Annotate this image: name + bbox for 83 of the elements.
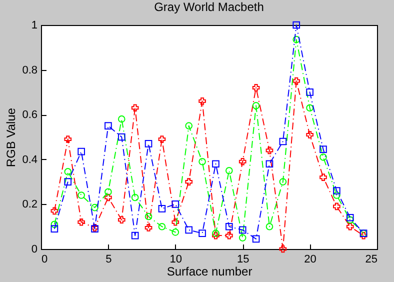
point [306,88,314,96]
point [346,222,354,230]
point [118,133,126,141]
point [185,178,192,186]
chart-title: Gray World Macbeth [154,0,264,14]
point [226,166,233,174]
point [131,194,139,202]
point [198,98,206,105]
point [266,146,274,154]
point [91,204,98,212]
point [78,218,85,226]
point [306,104,314,112]
point [333,202,340,210]
point [212,232,220,240]
x-tick-label: 25 [365,254,378,266]
point [104,188,112,196]
point [252,235,260,243]
point [118,216,126,224]
point [198,230,206,237]
point [226,232,233,240]
point [131,232,139,240]
point [172,218,180,226]
point [158,222,166,230]
x-axis-title: Surface number [166,264,252,278]
y-tick-label: 0.2 [22,198,38,211]
x-tick-label: 20 [304,254,316,266]
point [185,226,193,234]
y-tick-label: 0.8 [22,64,38,76]
y-tick-label: 1 [31,20,38,32]
point [238,234,246,242]
point [172,228,180,236]
point [238,226,246,234]
x-tick-label: 0 [42,254,48,266]
point [238,158,246,166]
point [252,102,260,110]
point [360,232,368,240]
point [292,21,300,29]
point [306,131,314,138]
point [64,136,72,143]
point [78,148,85,156]
point [144,140,152,148]
y-tick-label: 0.4 [22,154,38,166]
point [266,222,274,230]
point [104,122,112,130]
point [292,77,300,85]
point [212,230,220,237]
point [158,205,166,212]
point [266,160,274,168]
point [64,178,72,186]
point [333,187,340,194]
y-axis-title: RGB Value [4,108,18,168]
point [131,104,139,112]
point [118,115,126,123]
point [158,136,166,143]
point [212,160,220,168]
point [320,146,327,153]
point [279,138,287,146]
point [64,168,72,176]
x-tick-label: 10 [170,254,182,266]
point [346,216,354,224]
y-tick-label: 0 [31,244,38,256]
point [198,158,206,166]
point [172,200,180,208]
point [279,245,287,253]
point [78,192,85,199]
point [252,84,260,92]
point [320,174,327,181]
point [50,225,58,233]
point [346,214,354,222]
point [144,212,152,220]
point [50,220,58,228]
x-tick-label: 15 [236,254,250,266]
point [144,224,152,232]
point [50,207,58,215]
point [279,178,287,186]
point [320,154,327,161]
point [292,36,300,44]
y-tick-label: 0.6 [22,109,38,122]
point [226,222,233,230]
x-tick-label: 5 [106,254,112,266]
point [333,192,340,199]
point [185,122,192,130]
point [104,194,112,202]
